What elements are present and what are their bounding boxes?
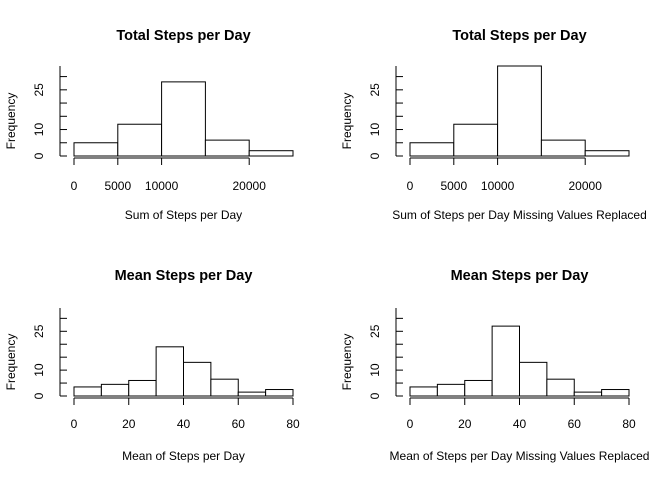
y-axis-label: Frequency <box>4 93 18 150</box>
histogram-bar <box>73 386 102 397</box>
histogram-bar <box>237 391 267 397</box>
y-tick-label: 0 <box>368 392 382 399</box>
histogram-bar <box>100 383 130 397</box>
x-tick-label: 60 <box>568 417 582 431</box>
histogram-bar <box>573 391 603 397</box>
x-tick-label: 20 <box>122 417 136 431</box>
y-axis-label: Frequency <box>340 334 354 391</box>
y-axis-label: Frequency <box>340 93 354 150</box>
y-tick-label: 25 <box>32 324 46 338</box>
x-tick-label: 0 <box>71 179 78 193</box>
histogram-bar <box>265 389 294 397</box>
histogram-bar <box>453 123 499 157</box>
histogram-panel-2: Total Steps per Day 0 5000 10000 20000 0 10 25 S… <box>340 28 647 222</box>
x-tick-label: 5000 <box>104 179 131 193</box>
chart-title: Mean Steps per Day <box>115 268 253 284</box>
x-tick-label: 60 <box>232 417 246 431</box>
histogram-bar <box>248 150 294 157</box>
x-tick-label: 0 <box>407 179 414 193</box>
x-tick-label: 5000 <box>440 179 467 193</box>
x-tick-label: 20 <box>458 417 472 431</box>
histogram-bar <box>409 142 455 157</box>
x-axis-label: Mean of Steps per Day <box>122 449 245 463</box>
y-tick-label: 25 <box>368 324 382 338</box>
histogram-bar <box>155 346 184 397</box>
y-tick-label: 25 <box>368 83 382 97</box>
x-tick-label: 20000 <box>233 179 267 193</box>
histogram-panel-3: Mean Steps per Day 0 20 40 60 80 0 10 25 Mean of … <box>4 268 300 463</box>
histogram-bar <box>183 361 212 397</box>
x-tick-label: 80 <box>622 417 636 431</box>
x-tick-label: 0 <box>71 417 78 431</box>
x-tick-label: 20000 <box>569 179 603 193</box>
histogram-bar <box>546 378 575 397</box>
histogram-bar <box>409 386 438 397</box>
y-tick-label: 0 <box>32 392 46 399</box>
x-axis-label: Sum of Steps per Day Missing Values Repl… <box>392 208 647 222</box>
x-tick-label: 40 <box>177 417 191 431</box>
x-axis-label: Mean of Steps per Day Missing Values Rep… <box>390 449 650 463</box>
histogram-bar <box>601 389 630 397</box>
histogram-bar <box>210 378 239 397</box>
x-tick-label: 40 <box>513 417 527 431</box>
x-axis-label: Sum of Steps per Day <box>125 208 242 222</box>
y-tick-label: 10 <box>368 363 382 377</box>
x-tick-label: 10000 <box>145 179 179 193</box>
histogram-bar <box>436 383 466 397</box>
x-tick-label: 0 <box>407 417 414 431</box>
histogram-bar <box>128 379 157 397</box>
histogram-bar <box>584 150 630 157</box>
histogram-bar <box>117 123 163 157</box>
chart-title: Total Steps per Day <box>452 28 586 44</box>
y-axis-label: Frequency <box>4 334 18 391</box>
y-tick-label: 10 <box>32 363 46 377</box>
chart-title: Mean Steps per Day <box>451 268 589 284</box>
histogram-panel-4: Mean Steps per Day 0 20 40 60 80 0 10 25 Mean of … <box>340 268 649 463</box>
y-tick-label: 25 <box>32 83 46 97</box>
histogram-bar <box>491 325 520 397</box>
y-tick-label: 10 <box>368 123 382 137</box>
y-tick-label: 0 <box>368 152 382 159</box>
y-tick-label: 10 <box>32 123 46 137</box>
y-tick-label: 0 <box>32 152 46 159</box>
histogram-bar <box>464 379 493 397</box>
x-tick-label: 80 <box>286 417 300 431</box>
x-tick-label: 10000 <box>481 179 515 193</box>
histogram-bar <box>519 361 548 397</box>
histogram-bar <box>497 65 542 157</box>
histogram-bar <box>73 142 119 157</box>
histogram-bar <box>540 139 586 157</box>
chart-title: Total Steps per Day <box>116 28 250 44</box>
histogram-panel-1: Total Steps per Day 0 5000 10000 20000 0 10 25 S… <box>4 28 294 222</box>
histogram-bar <box>204 139 250 157</box>
histogram-bar <box>161 81 206 157</box>
